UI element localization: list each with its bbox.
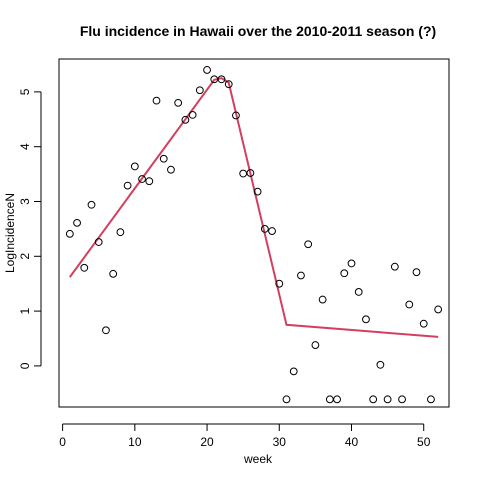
- x-tick-label: 50: [417, 435, 431, 449]
- y-axis: 0 1 2 3 4 5: [18, 88, 41, 369]
- data-point: [319, 296, 326, 303]
- data-point: [348, 260, 355, 267]
- data-point: [81, 264, 88, 271]
- data-points-layer: [66, 67, 441, 403]
- x-axis: 0 10 20 30 40 50: [59, 424, 430, 449]
- data-point: [110, 270, 117, 277]
- x-tick-label: 40: [345, 435, 359, 449]
- data-point: [66, 230, 73, 237]
- data-point: [204, 67, 211, 74]
- data-point: [305, 241, 312, 248]
- data-point: [428, 396, 435, 403]
- data-point: [298, 272, 305, 279]
- x-tick-label: 10: [128, 435, 142, 449]
- data-point: [283, 396, 290, 403]
- y-tick-label: 1: [18, 307, 32, 314]
- y-tick-label: 3: [18, 198, 32, 205]
- data-point: [334, 396, 341, 403]
- data-point: [377, 361, 384, 368]
- data-point: [117, 229, 124, 236]
- data-point: [175, 99, 182, 106]
- data-point: [384, 396, 391, 403]
- data-point: [420, 320, 427, 327]
- x-tick-label: 20: [200, 435, 214, 449]
- data-point: [370, 396, 377, 403]
- fit-line-layer: [70, 78, 438, 337]
- data-point: [435, 306, 442, 313]
- data-point: [160, 155, 167, 162]
- data-point: [189, 111, 196, 118]
- y-tick-label: 0: [18, 362, 32, 369]
- data-point: [312, 342, 319, 349]
- data-point: [406, 301, 413, 308]
- fit-line: [70, 78, 438, 337]
- data-point: [363, 316, 370, 323]
- data-point: [355, 289, 362, 296]
- data-point: [391, 263, 398, 270]
- data-point: [146, 178, 153, 185]
- y-tick-label: 4: [18, 143, 32, 150]
- data-point: [168, 166, 175, 173]
- data-point: [413, 269, 420, 276]
- data-point: [290, 368, 297, 375]
- y-axis-label: LogIncidenceN: [3, 193, 17, 273]
- data-point: [124, 182, 131, 189]
- data-point: [103, 327, 110, 334]
- data-point: [269, 228, 276, 235]
- data-point: [196, 87, 203, 94]
- data-point: [74, 219, 81, 226]
- data-point: [341, 270, 348, 277]
- chart-title: Flu incidence in Hawaii over the 2010-20…: [80, 23, 436, 39]
- data-point: [326, 396, 333, 403]
- x-tick-label: 0: [59, 435, 66, 449]
- x-tick-label: 30: [273, 435, 287, 449]
- data-point: [399, 396, 406, 403]
- data-point: [153, 97, 160, 104]
- data-point: [240, 170, 247, 177]
- y-tick-label: 2: [18, 253, 32, 260]
- data-point: [88, 201, 95, 208]
- y-tick-label: 5: [18, 88, 32, 95]
- data-point: [131, 163, 138, 170]
- x-axis-label: week: [243, 452, 273, 466]
